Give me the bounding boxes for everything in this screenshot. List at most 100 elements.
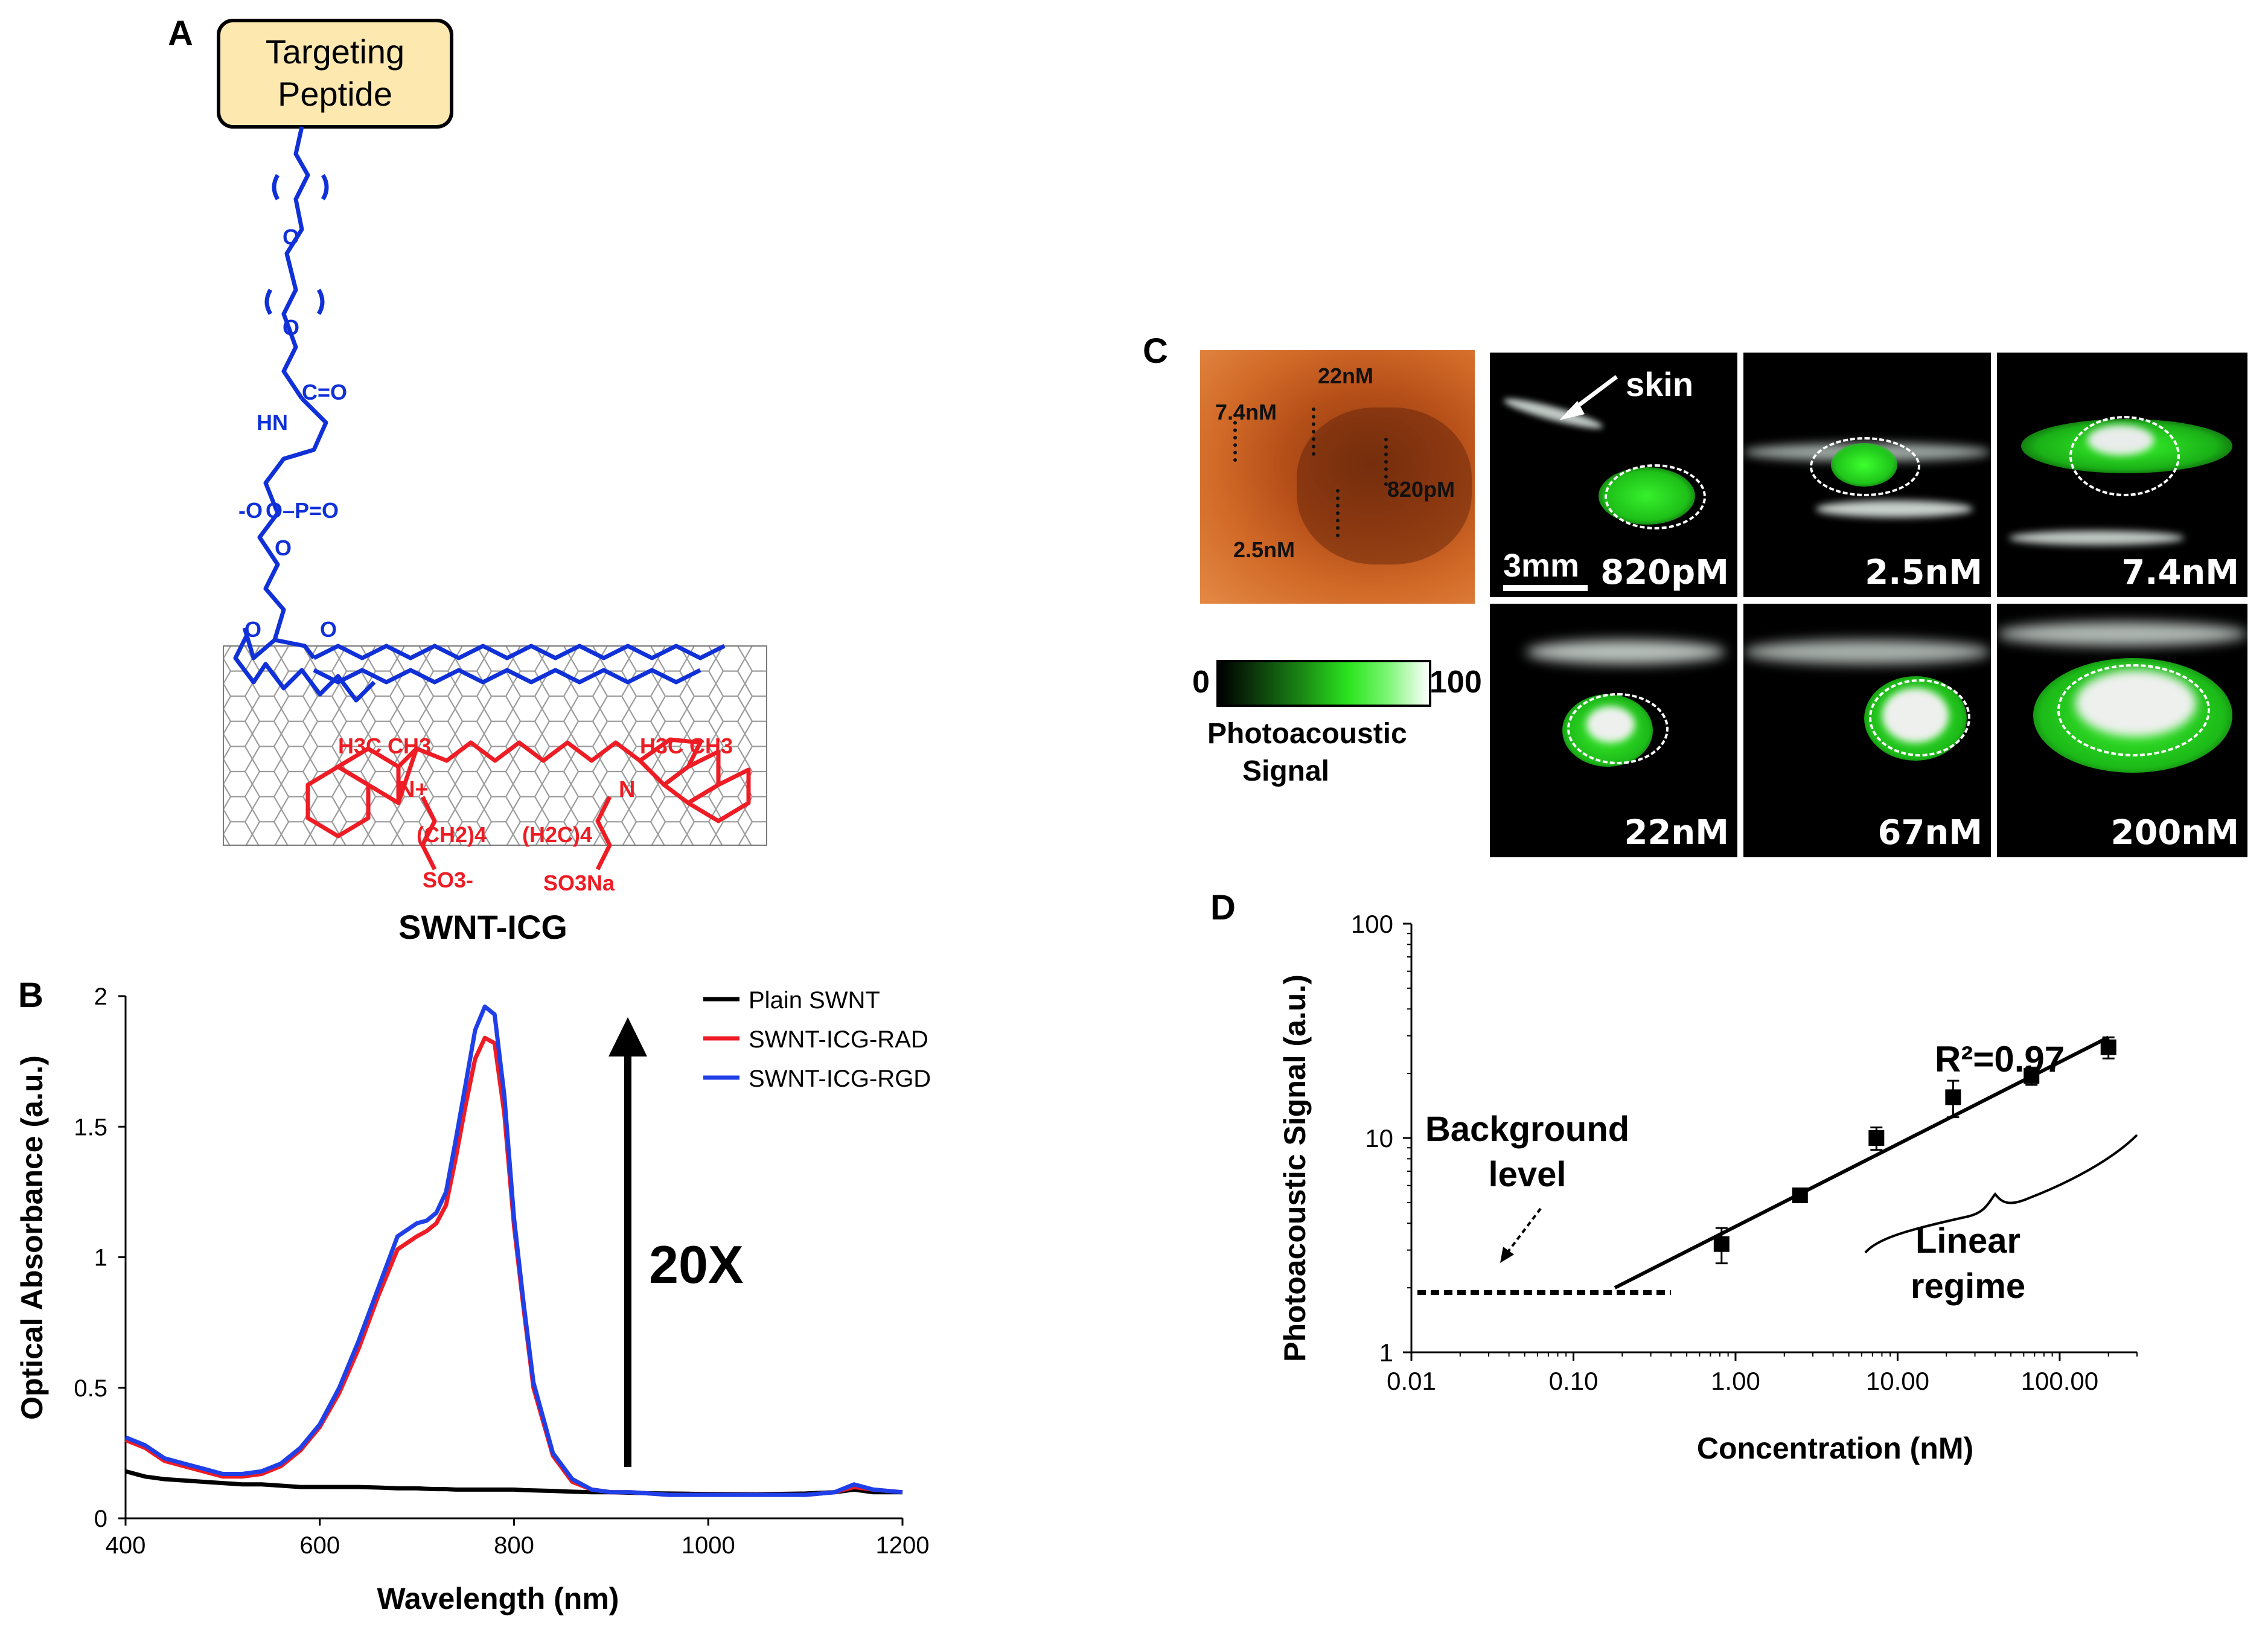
roi-ellipse (1605, 464, 1706, 529)
concentration-y-label: Photoacoustic Signal (a.u.) (1278, 974, 1312, 1362)
dye-methyls-left: H3C CH3 (338, 734, 431, 758)
arrow-up-icon (609, 1017, 647, 1056)
nanotube-outline (223, 645, 767, 846)
dye-chain-left: (CH2)4 (417, 822, 487, 847)
pa-label-22nm: 22nM (1624, 813, 1729, 852)
linear-regime-brace (1864, 1134, 2138, 1254)
absorbance-x-label: Wavelength (nm) (377, 1582, 619, 1616)
injection-mark-7-4nm (1233, 414, 1237, 462)
background-label-1: Background (1425, 1110, 1629, 1149)
pa-image-200nm: 200nM (1997, 604, 2247, 857)
dye-methyls-right: H3C CH3 (640, 734, 733, 758)
absorbance-x-tick-label: 1200 (876, 1532, 930, 1559)
peg-o-3: O (275, 535, 292, 560)
panel-label-d: D (1210, 888, 1236, 927)
swnt-icg-structure: Targeting Peptide O O C=O HN -O O–P=O O … (217, 19, 767, 946)
background-arrow (1504, 1207, 1542, 1257)
scale-label: 3mm (1503, 548, 1580, 584)
peg-o-2: O (283, 315, 299, 340)
mouse-photo: 22nM 7.4nM 820pM 2.5nM (1200, 350, 1475, 604)
absorbance-chart: 400 600 800 1000 1200 0 0.5 1 1.5 2 Wavelength (n… (15, 983, 931, 1616)
peg-chain (242, 126, 329, 660)
colorbar-title: Photoacoustic Signal (1207, 715, 1407, 790)
pa-image-22nm: 22nM (1490, 604, 1737, 857)
concentration-x-tick-label: 0.01 (1387, 1367, 1436, 1395)
photo-label-22nm: 22nM (1318, 363, 1374, 388)
dye-chain-right: (H2C)4 (522, 822, 592, 847)
data-point (1945, 1089, 1961, 1105)
phosphate-group: O–P=O (266, 498, 339, 523)
swnt-icg-name: SWNT-ICG (398, 908, 567, 946)
phosphate-o-minus: -O (238, 498, 263, 523)
roi-ellipse (1567, 693, 1669, 764)
data-point (2024, 1068, 2040, 1084)
nanotube-lattice (223, 646, 767, 845)
pa-image-820pm: skin 3mm 820pM (1490, 353, 1737, 597)
absorbance-plot-area: 400 600 800 1000 1200 0 0.5 1 1.5 2 (74, 983, 929, 1559)
absorbance-x-tick-label: 400 (106, 1532, 146, 1559)
concentration-chart: 0.01 0.10 1.00 10.00 100.00 1 10 100 Concentrat… (1278, 910, 2138, 1465)
concentration-x-label: Concentration (nM) (1697, 1431, 1973, 1465)
annotation-20x: 20X (649, 1235, 744, 1294)
photo-label-2-5nm: 2.5nM (1233, 537, 1295, 562)
photo-label-7-4nm: 7.4nM (1215, 400, 1277, 424)
concentration-y-tick-label: 1 (1379, 1338, 1393, 1367)
legend-label-plain: Plain SWNT (749, 987, 880, 1014)
r2-annotation: R²=0.97 (1935, 1039, 2065, 1079)
carbonyl-co: C=O (302, 380, 347, 404)
dye-so3na: SO3Na (543, 871, 615, 895)
absorbance-y-tick-label: 1.5 (74, 1114, 107, 1140)
absorbance-y-label: Optical Absorbance (a.u.) (15, 1055, 49, 1420)
mouse-body-shadow (1297, 408, 1472, 564)
absorbance-y-tick-label: 2 (94, 983, 107, 1010)
scale-bar (1503, 585, 1588, 591)
colorbar-max: 100 (1429, 665, 1482, 700)
targeting-label-2: Peptide (278, 75, 392, 113)
peg-o-1: O (283, 225, 299, 249)
background-arrow-icon (1500, 1247, 1514, 1263)
data-point (1792, 1187, 1808, 1204)
legend: Plain SWNT SWNT-ICG-RAD SWNT-ICG-RGD (703, 987, 931, 1092)
colorbar-title-2: Signal (1242, 755, 1330, 787)
absorbance-y-tick-label: 0.5 (74, 1375, 107, 1402)
linear-regime-label-1: Linear (1915, 1221, 2020, 1261)
data-point (1713, 1236, 1730, 1252)
dye-n-plus: N+ (398, 777, 429, 802)
colorbar-min: 0 (1192, 665, 1210, 700)
ester-o-right: O (320, 617, 337, 642)
pa-label-7-4nm: 7.4nM (2121, 553, 2239, 592)
legend-label-rad: SWNT-ICG-RAD (749, 1026, 928, 1053)
dye-n: N (619, 777, 635, 802)
panel-label-c: C (1143, 331, 1168, 371)
skin-label: skin (1626, 365, 1694, 403)
absorbance-y-tick-label: 1 (94, 1245, 107, 1271)
concentration-y-tick-label: 10 (1365, 1124, 1393, 1152)
absorbance-x-tick-label: 600 (299, 1532, 340, 1559)
concentration-y-tick-label: 100 (1351, 910, 1393, 938)
injection-mark-2-5nm (1336, 489, 1340, 537)
data-point (1868, 1130, 1885, 1146)
pa-label-67nm: 67nM (1877, 813, 1982, 852)
absorbance-x-tick-label: 800 (494, 1532, 534, 1559)
ester-o-left: O (244, 617, 261, 642)
photo-label-820pm: 820pM (1387, 477, 1455, 502)
lipid-tails (233, 633, 726, 703)
roi-ellipse (1869, 679, 1970, 756)
concentration-x-tick-label: 0.10 (1549, 1367, 1599, 1395)
pa-label-200nm: 200nM (2110, 813, 2240, 852)
pa-image-2-5nm: 2.5nM (1743, 353, 1991, 597)
amide-hn: HN (257, 410, 288, 435)
colorbar (1216, 660, 1431, 707)
concentration-x-tick-label: 100.00 (2021, 1367, 2098, 1395)
series-line-swnt-icg-rgd (124, 1004, 903, 1497)
series-line-swnt-icg-rad (124, 1035, 903, 1497)
colorbar-title-1: Photoacoustic (1207, 718, 1407, 750)
linear-regime-label-2: regime (1911, 1267, 2025, 1306)
legend-label-rgd: SWNT-ICG-RGD (749, 1066, 931, 1092)
pa-label-2-5nm: 2.5nM (1865, 553, 1982, 592)
pa-label-820pm: 820pM (1600, 553, 1729, 592)
targeting-label-1: Targeting (266, 33, 404, 71)
roi-ellipse (1810, 437, 1920, 496)
pa-image-67nm: 67nM (1743, 604, 1991, 857)
dye-so3: SO3- (423, 868, 473, 892)
